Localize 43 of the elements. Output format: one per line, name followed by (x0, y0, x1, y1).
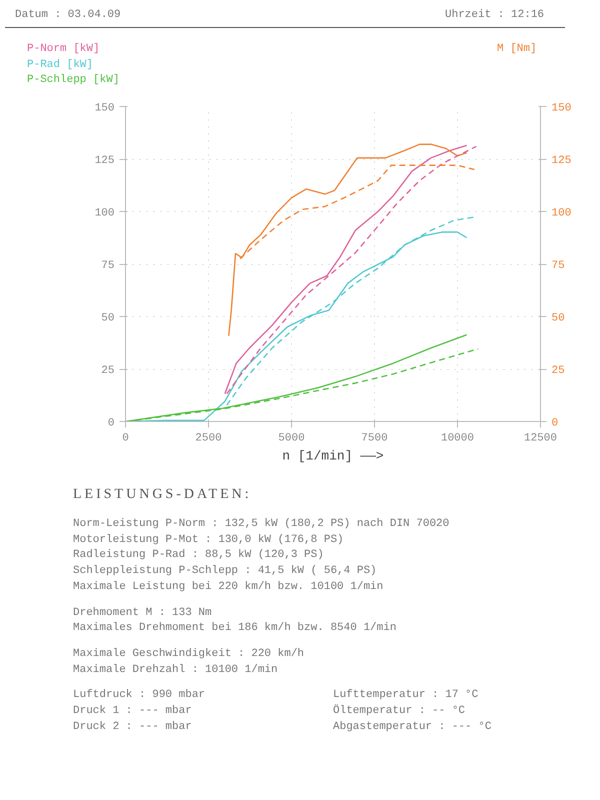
x-tick-label: 2500 (195, 432, 222, 444)
y-tick-label: 25 (101, 365, 114, 377)
text: Druck 1 : --- mbar (73, 704, 193, 720)
text: Motorleistung P-Mot : 130,0 kW (176,8 PS) (73, 532, 345, 548)
text: Drehmoment M : 133 Nm (73, 606, 213, 621)
text: Druck 2 : --- mbar (73, 720, 193, 735)
text: Schleppleistung P-Schlepp : 41,5 kW ( 56,4 PS) (73, 564, 378, 580)
text: Abgastemperatur : --- °C (333, 720, 492, 735)
y2-tick-label: 125 (552, 155, 572, 167)
y-tick-label: 150 (94, 102, 115, 114)
x-tick-label: 7500 (361, 432, 388, 444)
y2-tick-label: 25 (552, 365, 565, 377)
y2-tick-label: 150 (552, 102, 572, 114)
text: Lufttemperatur : 17 °C (333, 688, 478, 704)
text: Radleistung P-Rad : 88,5 kW (120,3 PS) (73, 548, 325, 564)
x-tick-label: 5000 (278, 432, 305, 444)
y-tick-label: 100 (94, 208, 115, 220)
y2-tick-label: 75 (552, 260, 565, 272)
text: Norm-Leistung P-Norm : 132,5 kW (180,2 PS) nach DIN 70020 (73, 517, 450, 532)
text: P-Norm [kW] (27, 42, 101, 57)
text: P-Rad [kW] (27, 58, 94, 73)
text: Uhrzeit : 12:16 (445, 8, 544, 23)
y2-tick-label: 100 (552, 208, 572, 220)
x-tick-label: 10000 (440, 432, 474, 444)
y-tick-label: 50 (101, 312, 114, 324)
text: Maximale Leistung bei 220 km/h bzw. 10100 1/min (73, 580, 384, 595)
text: Maximales Drehmoment bei 186 km/h bzw. 8540 1/min (73, 621, 398, 636)
x-tick-label: 12500 (524, 432, 558, 444)
text: P-Schlepp [kW] (27, 73, 120, 88)
y2-tick-label: 50 (552, 312, 565, 324)
x-axis-title: n [1/min] ——> (282, 448, 384, 464)
y2-tick-label: 0 (552, 418, 558, 430)
text: Datum : 03.04.09 (15, 8, 122, 23)
x-tick-label: 0 (122, 432, 129, 444)
y-tick-label: 75 (101, 260, 114, 272)
text: M [Nm] (497, 42, 537, 57)
text: Luftdruck : 990 mbar (73, 688, 206, 704)
text: Maximale Drehzahl : 10100 1/min (73, 662, 279, 678)
text: Maximale Geschwindigkeit : 220 km/h (73, 646, 306, 662)
y-tick-label: 0 (108, 418, 115, 430)
y-tick-label: 125 (94, 155, 115, 167)
text: Öltemperatur : -- °C (333, 704, 466, 720)
text: LEISTUNGS-DATEN: (73, 486, 253, 504)
